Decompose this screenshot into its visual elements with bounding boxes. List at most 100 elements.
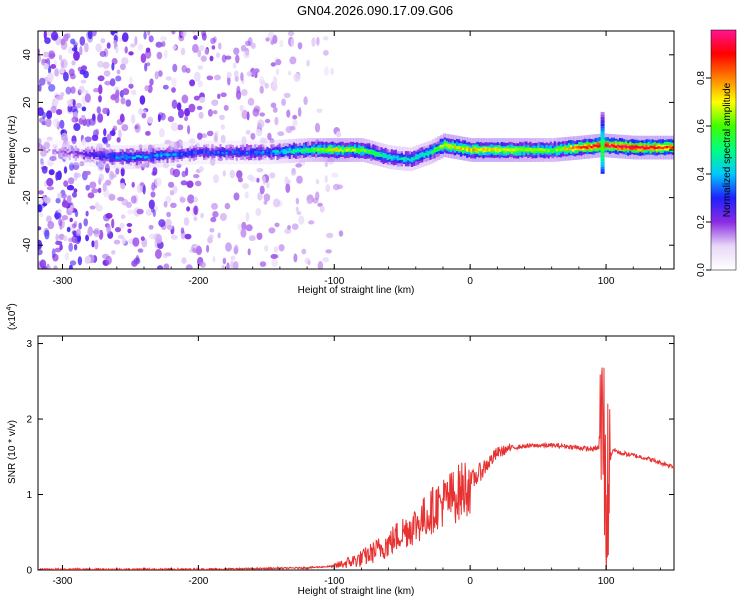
noise-speckle xyxy=(193,95,201,101)
noise-speckle xyxy=(217,93,221,100)
noise-speckle xyxy=(111,250,116,255)
ridge-segment xyxy=(508,148,512,152)
noise-speckle xyxy=(87,192,95,199)
noise-speckle xyxy=(220,92,227,98)
noise-speckle xyxy=(338,230,344,237)
noise-speckle xyxy=(176,124,184,131)
ridge-segment xyxy=(119,156,122,159)
noise-speckle xyxy=(38,190,44,195)
noise-speckle xyxy=(166,211,172,218)
noise-speckle xyxy=(307,260,311,266)
noise-speckle xyxy=(184,116,189,122)
noise-speckle xyxy=(259,261,267,267)
noise-speckle xyxy=(51,31,59,41)
ridge-segment xyxy=(478,148,481,152)
noise-speckle xyxy=(241,89,248,96)
noise-speckle xyxy=(43,31,47,40)
noise-speckle xyxy=(160,112,166,121)
noise-speckle xyxy=(85,184,90,191)
noise-speckle xyxy=(226,71,232,78)
ridge-segment xyxy=(56,151,59,154)
noise-speckle xyxy=(75,102,82,109)
ridge-segment xyxy=(566,147,569,151)
noise-speckle xyxy=(262,175,266,186)
ridge-segment xyxy=(559,148,562,152)
noise-speckle xyxy=(197,65,204,70)
noise-speckle xyxy=(221,264,225,269)
noise-speckle xyxy=(105,163,110,174)
noise-speckle xyxy=(269,172,276,179)
noise-speckle xyxy=(46,215,52,223)
ridge-segment xyxy=(272,150,275,153)
noise-speckle xyxy=(233,244,239,255)
noise-speckle xyxy=(113,40,118,45)
noise-speckle xyxy=(148,224,154,230)
ridge-segment xyxy=(439,145,442,148)
colorbar-tick-label: 0.2 xyxy=(696,215,707,229)
ridge-segment xyxy=(250,150,253,154)
ridge-segment xyxy=(217,151,220,154)
noise-speckle xyxy=(79,69,86,75)
noise-speckle xyxy=(170,202,177,208)
figure-title: GN04.2026.090.17.09.G06 xyxy=(297,3,453,18)
noise-speckle xyxy=(91,134,99,141)
ridge-segment xyxy=(80,152,83,155)
ridge-segment xyxy=(453,146,456,149)
spike-mark xyxy=(600,111,605,115)
ridge-segment xyxy=(557,148,560,152)
ridge-segment xyxy=(604,144,607,147)
noise-speckle xyxy=(70,105,78,113)
ridge-segment xyxy=(470,148,473,151)
ridge-segment xyxy=(347,148,350,151)
noise-speckle xyxy=(181,65,187,73)
snr-y-scale: (x104) xyxy=(6,303,18,330)
noise-speckle xyxy=(51,248,56,259)
noise-speckle xyxy=(127,209,135,215)
noise-speckle xyxy=(172,168,181,178)
noise-speckle xyxy=(222,170,226,177)
noise-speckle xyxy=(147,116,154,124)
noise-speckle xyxy=(270,254,278,259)
ridge-segment xyxy=(307,148,310,152)
noise-speckle xyxy=(184,107,191,117)
ridge-segment xyxy=(99,153,102,159)
noise-speckle xyxy=(75,228,81,237)
ridge-segment xyxy=(447,144,450,147)
noise-speckle xyxy=(45,118,52,128)
ridge-segment xyxy=(502,148,505,151)
noise-speckle xyxy=(41,166,48,174)
noise-speckle xyxy=(131,260,138,267)
spike-mark xyxy=(600,171,605,174)
noise-speckle xyxy=(152,208,156,218)
ridge-segment xyxy=(203,150,206,154)
noise-speckle xyxy=(303,96,308,106)
ridge-segment xyxy=(572,146,575,152)
ridge-segment xyxy=(156,154,159,157)
ridge-segment xyxy=(148,154,151,157)
ridge-segment xyxy=(190,152,194,155)
ridge-segment xyxy=(254,151,257,154)
ridge-segment xyxy=(86,153,90,157)
noise-speckle xyxy=(78,222,82,230)
ridge-segment xyxy=(533,148,536,151)
ridge-segment xyxy=(572,146,575,149)
noise-speckle xyxy=(119,63,126,71)
ridge-segment xyxy=(117,156,120,160)
noise-speckle xyxy=(81,114,86,120)
y-tick-label: 0 xyxy=(22,147,33,153)
noise-speckle xyxy=(170,234,178,240)
noise-speckle xyxy=(154,205,158,212)
noise-speckle xyxy=(214,74,221,81)
noise-speckle xyxy=(298,215,305,225)
spike-mark xyxy=(600,150,605,153)
noise-speckle xyxy=(111,62,115,71)
noise-speckle xyxy=(71,135,77,145)
ridge-segment xyxy=(521,148,524,151)
noise-speckle xyxy=(66,195,72,204)
noise-speckle xyxy=(291,223,299,230)
ridge-segment xyxy=(219,150,222,156)
ridge-segment xyxy=(651,145,654,149)
ridge-segment xyxy=(182,152,185,156)
noise-speckle xyxy=(159,128,165,138)
ridge-segment xyxy=(580,146,583,149)
